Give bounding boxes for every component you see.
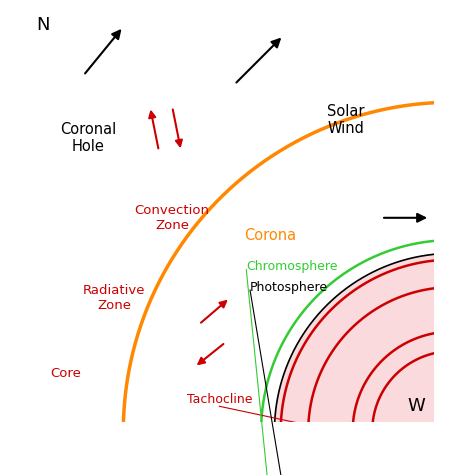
Text: Chromosphere: Chromosphere	[246, 260, 337, 273]
Polygon shape	[274, 253, 451, 431]
Text: Solar
Wind: Solar Wind	[326, 104, 364, 136]
Text: Coronal
Hole: Coronal Hole	[60, 122, 116, 154]
Text: Radiative
Zone: Radiative Zone	[83, 284, 146, 312]
Text: Convection
Zone: Convection Zone	[134, 204, 209, 232]
Text: N: N	[36, 16, 50, 34]
Text: Photosphere: Photosphere	[249, 281, 327, 294]
Text: Tachocline: Tachocline	[186, 393, 252, 406]
Text: W: W	[407, 397, 425, 415]
Text: Core: Core	[50, 367, 81, 380]
Text: Corona: Corona	[243, 228, 296, 243]
